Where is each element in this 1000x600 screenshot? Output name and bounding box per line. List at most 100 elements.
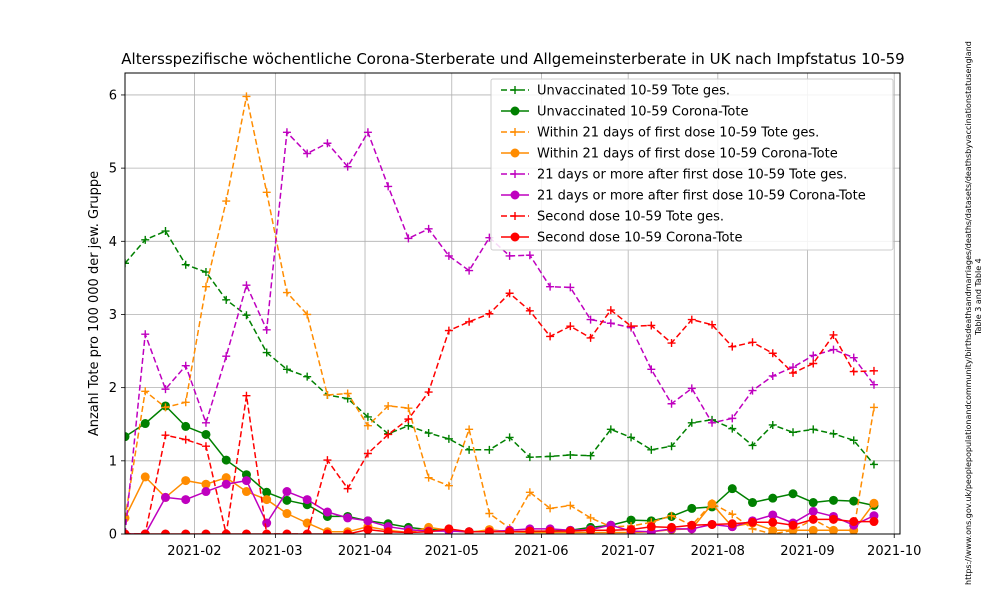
data-point [667, 522, 677, 532]
x-axis: 2021-02 2021-03 2021-04 2021-05 2021-06 2021-… [167, 534, 921, 559]
data-point [869, 517, 879, 527]
data-point [282, 529, 292, 534]
data-point [748, 441, 757, 450]
legend-label: Unvaccinated 10-59 Tote ges. [537, 84, 730, 99]
data-point [444, 326, 453, 335]
data-point [828, 514, 838, 524]
data-point [201, 268, 210, 277]
data-point [465, 317, 474, 326]
data-point [566, 501, 575, 510]
series-line [125, 292, 875, 534]
data-point [849, 353, 858, 362]
data-point [849, 367, 858, 376]
data-point [282, 509, 292, 519]
y-axis-label: Anzahl Tote pro 100 000 der jew. Gruppe [87, 171, 102, 436]
data-point [566, 450, 575, 459]
data-point [404, 404, 413, 413]
y-tick-label: 5 [109, 162, 117, 177]
data-point [303, 372, 312, 381]
y-tick-label: 0 [109, 528, 117, 543]
data-point [545, 526, 555, 534]
data-point [343, 484, 352, 493]
plot-frame [124, 72, 901, 535]
data-point [647, 445, 656, 454]
legend-marker [510, 106, 520, 116]
data-point [748, 338, 757, 347]
data-point [586, 451, 595, 460]
data-point [181, 398, 190, 407]
data-point [303, 149, 312, 158]
data-point [667, 442, 676, 451]
data-point [586, 333, 595, 342]
data-point [241, 529, 251, 534]
data-point [647, 365, 656, 374]
data-point [262, 188, 271, 197]
data-point [302, 518, 312, 528]
data-point [687, 384, 696, 393]
data-point [768, 493, 778, 503]
data-point [242, 391, 251, 400]
data-point [140, 472, 150, 482]
data-point [282, 487, 292, 497]
data-point [140, 419, 150, 429]
data-point [201, 429, 211, 439]
data-point [141, 330, 150, 339]
data-point [323, 456, 332, 465]
data-point [363, 449, 372, 458]
data-point [465, 445, 474, 454]
data-point [302, 529, 312, 534]
data-point [728, 414, 737, 423]
legend-item-3: Within 21 days of first dose 10-59 Tote … [501, 126, 819, 141]
y-tick-label: 6 [109, 88, 117, 103]
data-point [322, 529, 332, 534]
data-point [201, 282, 210, 291]
data-point [869, 403, 878, 412]
data-point [465, 266, 474, 275]
data-point [667, 399, 676, 408]
data-point [125, 432, 130, 442]
data-point [789, 428, 798, 437]
data-point [627, 322, 636, 331]
data-point [808, 498, 818, 508]
x-tick-label: 2021-06 [514, 544, 568, 559]
data-point [384, 401, 393, 410]
data-point [424, 388, 433, 397]
data-point [606, 319, 615, 328]
data-point [282, 365, 291, 374]
legend-label: Within 21 days of first dose 10-59 Tote … [537, 126, 819, 141]
data-point [687, 520, 697, 530]
data-point [869, 498, 879, 508]
data-point [222, 352, 231, 361]
data-point [525, 526, 535, 534]
data-point [606, 425, 615, 434]
legend-marker [511, 86, 519, 94]
data-point [687, 503, 697, 513]
legend-marker [510, 232, 520, 242]
data-point [828, 495, 838, 505]
data-point [201, 479, 211, 489]
data-point [829, 330, 838, 339]
x-tick-label: 2021-09 [780, 544, 834, 559]
data-point [808, 514, 818, 524]
data-point [363, 421, 372, 430]
data-point [606, 306, 615, 315]
y-tick-label: 3 [109, 308, 117, 323]
data-point [161, 431, 170, 440]
data-point [141, 387, 150, 396]
data-point [829, 345, 838, 354]
data-point [809, 359, 818, 368]
data-point [525, 488, 534, 497]
data-point [829, 429, 838, 438]
data-point [546, 332, 555, 341]
data-point [140, 529, 150, 534]
data-point [444, 251, 453, 260]
data-point [849, 517, 859, 527]
y-tick-label: 4 [109, 235, 117, 250]
data-point [809, 425, 818, 434]
series-line [125, 404, 875, 533]
data-point [667, 511, 676, 520]
legend-marker [510, 190, 520, 200]
data-point [343, 389, 352, 398]
data-point [242, 281, 251, 290]
data-point [849, 496, 859, 506]
